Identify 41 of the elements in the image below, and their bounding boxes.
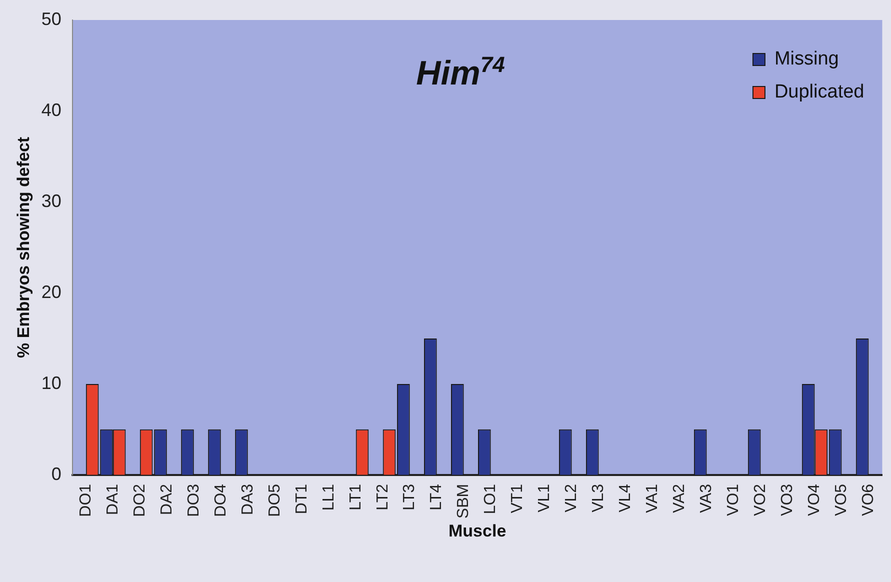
x-tick-label: DO3: [185, 484, 202, 517]
y-tick-label: 10: [41, 372, 62, 393]
y-tick-label: 50: [41, 8, 62, 29]
x-tick-label: VO4: [806, 484, 824, 516]
x-tick-label: VA3: [698, 484, 716, 513]
legend-label: Duplicated: [774, 82, 864, 103]
x-tick-label: VA1: [644, 484, 662, 513]
x-tick-label: VO3: [779, 484, 796, 516]
x-tick-label: VL2: [563, 484, 580, 512]
x-tick-label: VO1: [725, 484, 742, 516]
y-tick-label: 30: [41, 190, 62, 211]
x-tick-label: DO1: [77, 484, 94, 517]
x-tick-label: DA2: [158, 484, 176, 516]
x-tick-label: DT1: [293, 484, 310, 514]
y-tick-label: 0: [51, 464, 62, 484]
legend-label: Missing: [774, 48, 839, 70]
y-axis-title: % Embryos showing defect: [14, 136, 33, 358]
x-tick-label: LL1: [320, 484, 338, 511]
x-tick-label: DA1: [104, 484, 122, 516]
x-tick-label: VL3: [590, 484, 608, 512]
x-tick-label: VO5: [833, 484, 850, 516]
x-tick-label: LO1: [482, 484, 500, 514]
y-tick-label: 20: [41, 282, 62, 302]
x-tick-label: VL4: [617, 484, 634, 512]
x-tick-label: LT3: [401, 484, 418, 510]
x-tick-label: LT2: [374, 484, 392, 510]
x-tick-label: DO4: [212, 484, 230, 517]
x-tick-label: DO5: [266, 484, 284, 517]
x-tick-label: LT4: [428, 484, 446, 510]
x-tick-label: VT1: [509, 484, 526, 514]
x-tick-label: VL1: [536, 484, 554, 512]
x-tick-label: VA2: [671, 484, 688, 513]
x-tick-label: SBM: [455, 484, 472, 519]
x-tick-label: DO2: [131, 484, 148, 517]
x-tick-label: VO2: [752, 484, 770, 516]
text: Him$^{74}$: [416, 52, 505, 92]
x-axis-title: Muscle: [448, 521, 506, 540]
x-tick-label: LT1: [347, 484, 364, 510]
x-tick-label: DA3: [239, 484, 256, 516]
y-tick-label: 40: [41, 100, 62, 120]
x-tick-label: VO6: [860, 484, 878, 516]
